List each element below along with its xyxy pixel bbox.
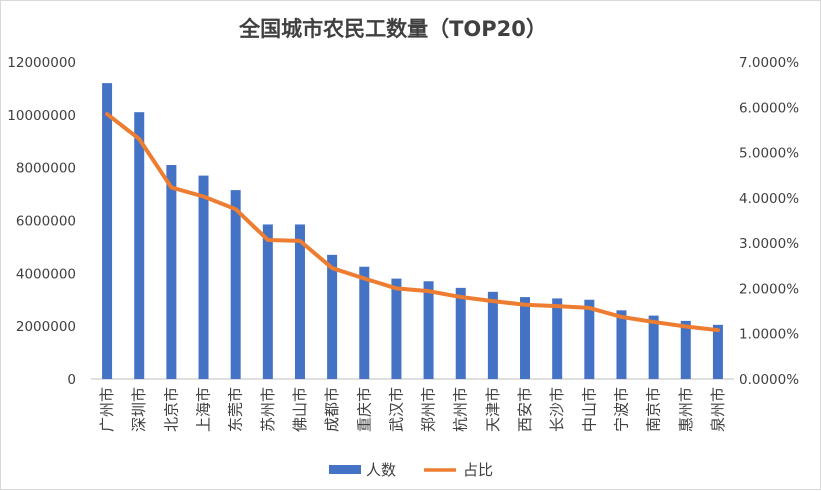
category-label: 佛山市 <box>291 387 309 432</box>
bar <box>295 224 305 379</box>
bar <box>102 83 112 379</box>
category-label: 重庆市 <box>355 387 373 432</box>
legend-label-line: 占比 <box>463 461 493 479</box>
category-label: 杭州市 <box>452 387 470 432</box>
bar <box>134 112 144 379</box>
right-tick-label: 3.0000% <box>739 236 799 252</box>
legend-swatch-bar <box>329 465 361 474</box>
bar <box>616 310 626 379</box>
left-tick-label: 2000000 <box>16 319 76 335</box>
right-axis-ticks: 0.0000% 1.0000% 2.0000% 3.0000% 4.0000% 5.000… <box>739 55 799 388</box>
category-label: 东莞市 <box>227 387 245 432</box>
bar-series <box>102 83 723 379</box>
right-tick-label: 4.0000% <box>739 191 799 207</box>
bar <box>681 321 691 379</box>
left-tick-label: 4000000 <box>16 266 76 282</box>
category-label: 中山市 <box>580 387 598 432</box>
right-tick-label: 5.0000% <box>739 146 799 162</box>
category-label: 武汉市 <box>387 387 405 432</box>
right-tick-label: 6.0000% <box>739 100 799 116</box>
category-labels: 广州市深圳市北京市上海市东莞市苏州市佛山市成都市重庆市武汉市郑州市杭州市天津市西… <box>98 387 727 432</box>
bar <box>552 298 562 379</box>
category-label: 泉州市 <box>709 387 727 432</box>
legend-label-bar: 人数 <box>366 461 396 479</box>
bar <box>488 292 498 379</box>
category-label: 天津市 <box>484 387 502 432</box>
right-tick-label: 0.0000% <box>739 372 799 388</box>
category-label: 成都市 <box>323 387 341 432</box>
right-tick-label: 1.0000% <box>739 327 799 343</box>
bar <box>520 297 530 379</box>
bar <box>359 267 369 379</box>
right-tick-label: 7.0000% <box>739 55 799 71</box>
right-tick-label: 2.0000% <box>739 281 799 297</box>
bar <box>263 224 273 379</box>
left-tick-label: 6000000 <box>16 214 76 230</box>
left-tick-label: 12000000 <box>7 55 76 71</box>
category-label: 长沙市 <box>548 387 566 432</box>
category-label: 上海市 <box>195 387 213 432</box>
legend: 人数 占比 <box>329 461 493 479</box>
left-tick-label: 0 <box>67 372 76 388</box>
bar <box>424 281 434 379</box>
category-label: 郑州市 <box>420 387 438 432</box>
bar <box>456 288 466 379</box>
category-label: 西安市 <box>516 387 534 432</box>
bar <box>391 279 401 379</box>
left-tick-label: 8000000 <box>16 161 76 177</box>
bar <box>584 300 594 379</box>
bar <box>231 190 241 379</box>
bar <box>649 316 659 379</box>
left-axis-ticks: 0 2000000 4000000 6000000 8000000 10000000 120… <box>7 55 76 388</box>
bar <box>166 165 176 379</box>
category-label: 北京市 <box>162 387 180 432</box>
category-label: 苏州市 <box>259 387 277 432</box>
chart-title: 全国城市农民工数量（TOP20） <box>238 17 547 41</box>
category-label: 南京市 <box>645 387 663 432</box>
left-tick-label: 10000000 <box>7 108 76 124</box>
category-label: 广州市 <box>98 387 116 432</box>
category-label: 惠州市 <box>677 387 695 432</box>
bar <box>327 255 337 379</box>
bar <box>199 176 209 379</box>
category-label: 宁波市 <box>612 387 630 432</box>
bar <box>713 325 723 379</box>
category-label: 深圳市 <box>130 387 148 432</box>
